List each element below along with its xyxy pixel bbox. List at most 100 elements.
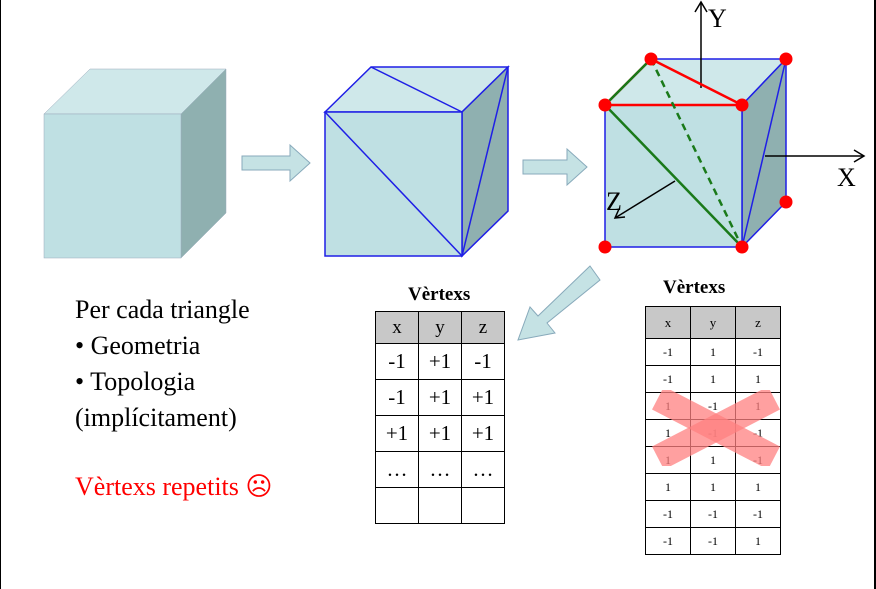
table-cell: 1 [645,473,691,501]
tri-side-diagonal [461,66,509,257]
table-cell: -1 [375,379,419,416]
table-cell: 1 [735,473,781,501]
description-line: • Topologia [75,367,196,396]
header-cell: z [461,311,505,344]
table-cell: -1 [645,500,691,528]
vertex-dot [644,52,658,66]
description-line: • Geometria [75,331,201,360]
table-cell: -1 [645,527,691,555]
tri-front-diagonal [324,111,463,257]
table-cell: -1 [645,338,691,366]
table-cell: 1 [645,419,691,447]
table-row: -1 1 -1 [645,338,781,366]
table-row: -1 1 1 [645,365,781,393]
table-cell: 1 [690,473,736,501]
table-cell [461,487,505,524]
table-row: 1 1 1 [645,473,781,501]
axes-cube: Y X Z [598,0,866,254]
table-row: -1 +1 -1 [375,343,505,380]
table-cell: 1 [735,527,781,555]
description-line: Per cada triangle [75,295,250,324]
table-cell [375,487,419,524]
table-cell: +1 [461,415,505,452]
header-cell: y [690,306,736,339]
x-axis-arrowhead [853,149,866,163]
arrow-down-left [517,265,601,341]
header-cell: x [375,311,419,344]
x-axis-label: X [837,163,856,192]
table-cell: -1 [735,500,781,528]
header-cell: z [735,306,781,339]
table-cell: +1 [418,379,462,416]
arrow-right-2 [522,147,588,187]
table-cell: 1 [690,338,736,366]
vertex-dot [779,195,793,209]
table-cell: +1 [461,379,505,416]
table-cell: 1 [645,392,691,420]
frame-border-left [0,0,1,589]
table-header-row: x y z [375,311,505,344]
table-cell: … [418,451,462,488]
table-cell: -1 [690,392,736,420]
table-row: 1 -1 -1 [645,419,781,447]
header-cell: y [418,311,462,344]
z-axis-line [614,180,676,219]
table-row: +1 +1 +1 [375,415,505,452]
table-row: -1 +1 +1 [375,379,505,416]
table-row: 1 -1 1 [645,392,781,420]
vertex-dot [598,98,612,112]
table-cell: +1 [375,415,419,452]
vertex-dot [735,98,749,112]
frame-border-right [874,0,876,589]
table-row: … … … [375,451,505,488]
description-line: (implícitament) [75,403,237,432]
repeated-table-title: Vèrtexs [663,277,726,298]
table-header-row: x y z [645,306,781,339]
table-cell: 1 [735,365,781,393]
axes-cube-side-diagonal [741,58,787,248]
vertex-dot [735,240,749,254]
table-cell: -1 [645,365,691,393]
table-cell [418,487,462,524]
arrow-right-1 [241,143,311,183]
indexed-table-title: Vèrtexs [408,284,471,305]
table-cell: 1 [645,446,691,474]
y-axis-arrowhead [694,0,708,13]
solid-cube-front [43,113,182,259]
z-axis-arrowhead [613,208,626,219]
vertex-dot [598,240,612,254]
table-row: -1 -1 -1 [645,500,781,528]
table-row: -1 -1 1 [645,527,781,555]
green-edge-dashed [649,58,744,248]
vertex-dot [779,52,793,66]
table-cell: -1 [375,343,419,380]
table-cell: 1 [735,392,781,420]
table-cell: … [461,451,505,488]
description-list: Per cada triangle • Geometria • Topologi… [75,292,250,436]
y-axis-label: Y [708,4,727,33]
table-cell: -1 [735,446,781,474]
table-cell: +1 [418,415,462,452]
header-cell: x [645,306,691,339]
table-cell: -1 [461,343,505,380]
green-edge-2 [604,58,652,106]
repeated-vertices-note: Vèrtexs repetits ☹ [75,472,273,501]
table-row: 1 1 -1 [645,446,781,474]
table-cell: -1 [690,527,736,555]
table-cell: +1 [418,343,462,380]
table-cell: -1 [735,338,781,366]
red-edge-2 [650,57,743,107]
table-cell: … [375,451,419,488]
table-row [375,487,505,524]
table-cell: 1 [690,446,736,474]
table-cell: -1 [690,419,736,447]
solid-cube [43,68,227,259]
tri-top-diagonal [370,66,463,113]
table-cell: -1 [690,500,736,528]
table-cell: 1 [690,365,736,393]
table-cell: -1 [735,419,781,447]
z-axis-label: Z [606,187,622,216]
green-edge-1 [604,104,743,248]
repeated-vertex-table: x y z -1 1 -1 -1 1 1 1 -1 1 1 -1 -1 1 1 … [645,306,781,555]
